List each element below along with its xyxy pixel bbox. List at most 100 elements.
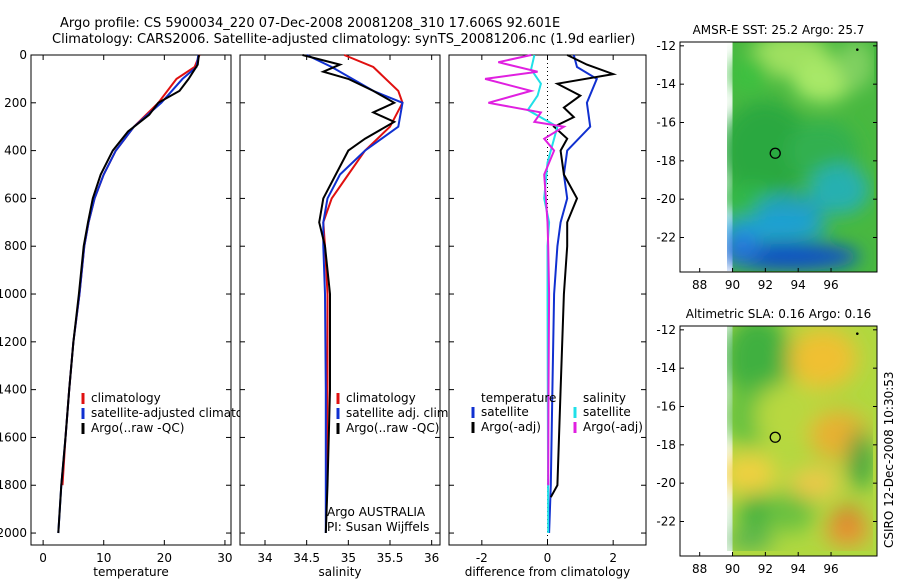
- legend-label: climatology: [91, 391, 161, 405]
- map-blob: [727, 453, 777, 494]
- map-blob: [727, 530, 774, 551]
- legend-label: Argo(..raw -QC): [346, 421, 439, 435]
- x-tick-label: 90: [725, 278, 740, 292]
- argo-position-marker: [769, 431, 781, 443]
- map-blob: [789, 468, 840, 499]
- series-line: [57, 54, 200, 534]
- legend-label: climatology: [346, 391, 416, 405]
- y-tick-label: 1000: [0, 287, 27, 301]
- x-tick-label: 96: [823, 278, 838, 292]
- y-tick-label: -22: [656, 231, 676, 245]
- series-line: [302, 54, 397, 534]
- map-title: Altimetric SLA: 0.16 Argo: 0.16: [686, 307, 871, 321]
- x-tick-label: 2: [609, 551, 617, 565]
- x-tick-label: 34.5: [293, 551, 320, 565]
- map-blobs: [727, 42, 874, 271]
- x-tick-label: 0: [39, 551, 47, 565]
- map-blob: [848, 430, 873, 491]
- series-line: [549, 54, 618, 498]
- legend-label: Argo(-adj): [481, 420, 541, 434]
- y-tick-label: -18: [656, 438, 676, 452]
- legend-label: Argo(..raw -QC): [91, 421, 184, 435]
- y-tick-label: -12: [656, 323, 676, 337]
- x-tick-label: 30: [217, 551, 232, 565]
- y-tick-label: -20: [656, 476, 676, 490]
- map-blob: [837, 42, 874, 90]
- legend-label: satellite adj. clim.: [346, 406, 452, 420]
- x-axis-label: salinity: [318, 565, 361, 579]
- map-blob: [727, 215, 829, 240]
- y-tick-label: 200: [4, 96, 27, 110]
- map-blob: [764, 491, 815, 532]
- x-tick-label: 90: [725, 562, 740, 576]
- y-tick-label: -16: [656, 116, 676, 130]
- map-blob: [825, 516, 870, 547]
- x-axis-label: temperature: [93, 565, 168, 579]
- sst-map-panel: AMSR-E SST: 25.2 Argo: 25.7 88 90 92 94 96 -12…: [656, 23, 878, 292]
- legend-group-title: salinity: [583, 391, 626, 405]
- x-tick-label: 92: [758, 562, 773, 576]
- plot-frame: [239, 54, 441, 546]
- x-tick-label: 36: [424, 551, 439, 565]
- x-tick-label: 88: [692, 278, 707, 292]
- map-blob: [792, 58, 853, 103]
- map-dot: [856, 332, 859, 335]
- y-tick-label: -14: [656, 361, 676, 375]
- y-tick-label: 400: [4, 144, 27, 158]
- temperature-panel: 0 10 20 30 0 200 400 600 800 1000 1200 1400 1600 1800…: [0, 48, 269, 579]
- series-line: [322, 54, 404, 486]
- y-tick-label: 800: [4, 239, 27, 253]
- x-tick-label: 35.5: [377, 551, 404, 565]
- map-blob: [809, 164, 870, 215]
- figure-title-line1: Argo profile: CS 5900034_220 07-Dec-2008…: [60, 16, 560, 31]
- map-blob: [787, 328, 858, 389]
- y-tick-label: -22: [656, 515, 676, 529]
- map-field: [727, 42, 877, 272]
- x-tick-label: 0: [544, 551, 552, 565]
- map-blob: [728, 54, 769, 95]
- x-tick-label: 94: [791, 278, 806, 292]
- y-tick-label: -16: [656, 400, 676, 414]
- x-tick-label: 88: [692, 562, 707, 576]
- map-blob: [754, 194, 825, 223]
- legend-label: satellite-adjusted climatology: [91, 406, 269, 420]
- y-tick-label: -12: [656, 39, 676, 53]
- y-tick-label: 1400: [0, 383, 27, 397]
- y-tick-label: -18: [656, 154, 676, 168]
- y-tick-label: 0: [19, 48, 27, 62]
- x-tick-label: 96: [823, 562, 838, 576]
- y-tick-label: 1800: [0, 478, 27, 492]
- x-axis-label: difference from climatology: [465, 565, 631, 579]
- legend-label: satellite: [583, 405, 631, 419]
- x-tick-label: 10: [96, 551, 111, 565]
- x-tick-label: 94: [791, 562, 806, 576]
- map-blob: [737, 493, 778, 530]
- y-tick-label: -14: [656, 77, 676, 91]
- y-tick-label: 2000: [0, 526, 27, 540]
- figure-title-line2: Climatology: CARS2006. Satellite-adjuste…: [52, 32, 635, 47]
- sla-map-panel: Altimetric SLA: 0.16 Argo: 0.16 88 90 92 94 9…: [656, 307, 878, 576]
- argo-position-marker: [769, 147, 781, 159]
- map-frame: [679, 41, 878, 273]
- series-line: [548, 54, 599, 534]
- series-line: [484, 54, 567, 486]
- y-tick-label: 1600: [0, 430, 27, 444]
- x-tick-label: 34: [257, 551, 272, 565]
- legend-label: Argo(-adj): [583, 420, 643, 434]
- x-tick-label: 20: [157, 551, 172, 565]
- map-frame: [679, 325, 878, 557]
- y-tick-label: 600: [4, 191, 27, 205]
- legend-label: satellite: [481, 405, 529, 419]
- map-dot: [856, 48, 859, 51]
- salinity-panel: 34 34.5 35 35.5 36 salinity climatologysatelli…: [239, 54, 452, 579]
- map-blob: [727, 101, 811, 202]
- map-title: AMSR-E SST: 25.2 Argo: 25.7: [693, 23, 865, 37]
- map-blob: [727, 233, 761, 262]
- annotation-float-id: Argo AUSTRALIA: [327, 505, 426, 519]
- x-tick-label: 35: [341, 551, 356, 565]
- annotation-pi: PI: Susan Wijffels: [327, 520, 429, 534]
- map-field: [727, 326, 877, 556]
- footer-label: CSIRO 12-Dec-2008 10:30:53: [882, 371, 896, 548]
